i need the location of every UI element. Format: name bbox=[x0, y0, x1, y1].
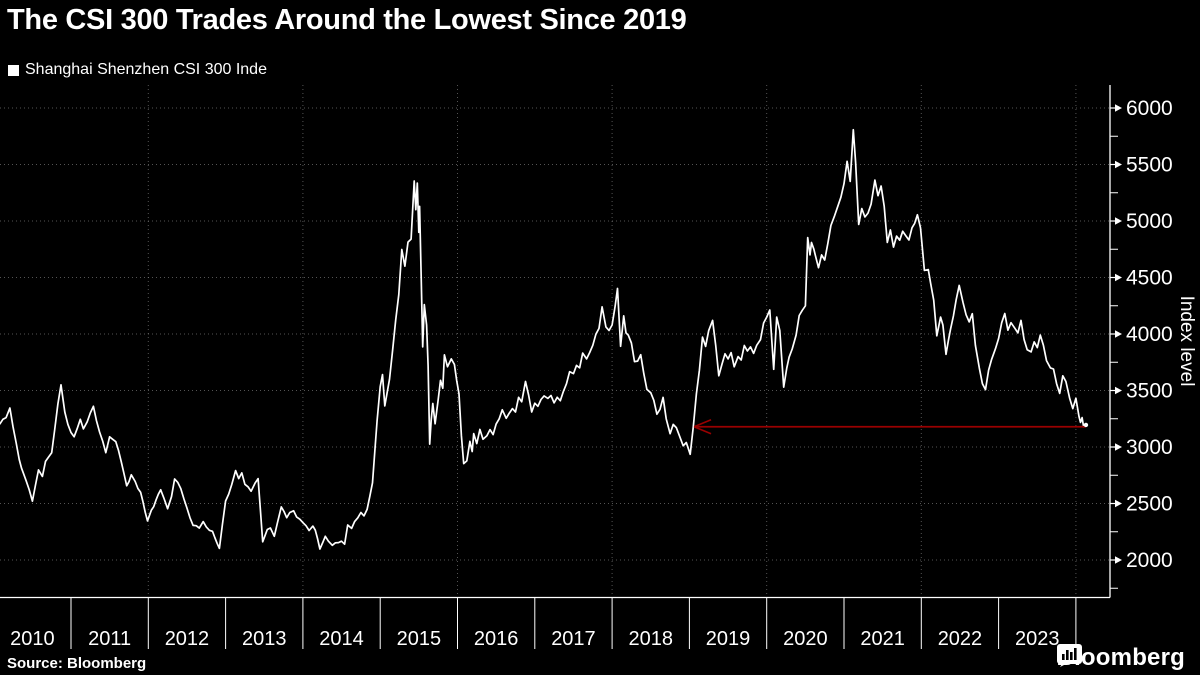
x-axis-year-label: 2010 bbox=[10, 628, 55, 650]
x-axis-year-label: 2011 bbox=[88, 628, 131, 650]
y-tick-arrow-icon bbox=[1115, 556, 1122, 564]
x-axis-year-label: 2013 bbox=[242, 628, 287, 650]
bloomberg-brand: Bloomberg bbox=[1056, 644, 1194, 672]
axes: 2010 2011 2012 2013 2014 2015 2016 2017 2018 2019… bbox=[0, 85, 1173, 650]
x-axis-year-label: 2022 bbox=[938, 628, 983, 650]
legend: Shanghai Shenzhen CSI 300 Inde bbox=[8, 61, 267, 79]
x-axis-year-label: 2020 bbox=[783, 628, 828, 650]
bloomberg-logo-icon bbox=[1056, 644, 1082, 667]
y-tick-arrow-icon bbox=[1115, 217, 1122, 225]
legend-swatch-icon bbox=[8, 64, 19, 76]
price-line-series bbox=[0, 128, 1087, 550]
x-axis-year-label: 2015 bbox=[397, 628, 442, 650]
x-axis-year-label: 2021 bbox=[860, 628, 905, 650]
y-axis-value-label: 2000 bbox=[1126, 549, 1173, 572]
gridlines bbox=[0, 85, 1110, 598]
source-credit: Source: Bloomberg bbox=[7, 655, 147, 672]
last-data-point bbox=[1083, 422, 1089, 428]
y-tick-arrow-icon bbox=[1115, 386, 1122, 395]
y-axis-value-label: 2500 bbox=[1126, 493, 1173, 516]
lowest-since-2019-arrow bbox=[693, 419, 1089, 435]
legend-series-label: Shanghai Shenzhen CSI 300 Inde bbox=[25, 61, 267, 78]
x-axis-year-label: 2018 bbox=[629, 628, 674, 650]
x-axis-year-label: 2012 bbox=[165, 628, 210, 650]
y-axis-value-label: 6000 bbox=[1126, 97, 1173, 120]
chart-title: The CSI 300 Trades Around the Lowest Sin… bbox=[7, 4, 687, 36]
y-axis-title-text: Index level bbox=[1176, 296, 1197, 387]
y-axis-title: Index level bbox=[1176, 296, 1197, 387]
y-axis-value-label: 4000 bbox=[1126, 323, 1173, 346]
y-axis-value-label: 5000 bbox=[1126, 210, 1173, 233]
y-axis-value-label: 3500 bbox=[1126, 380, 1173, 403]
y-tick-arrow-icon bbox=[1115, 330, 1122, 338]
x-axis-year-label: 2017 bbox=[551, 628, 596, 650]
y-tick-arrow-icon bbox=[1115, 273, 1122, 282]
x-axis-year-label: 2023 bbox=[1015, 628, 1060, 650]
arrow-head-icon bbox=[693, 419, 712, 435]
csi300-price-line bbox=[0, 128, 1087, 550]
x-axis-year-label: 2019 bbox=[706, 628, 751, 650]
y-tick-arrow-icon bbox=[1115, 499, 1122, 508]
y-axis-value-label: 3000 bbox=[1126, 436, 1173, 459]
x-axis-year-label: 2016 bbox=[474, 628, 519, 650]
x-axis-year-label: 2014 bbox=[319, 628, 364, 650]
y-tick-arrow-icon bbox=[1115, 160, 1122, 169]
y-tick-arrow-icon bbox=[1115, 104, 1122, 112]
y-axis-value-label: 4500 bbox=[1126, 267, 1173, 290]
y-axis-value-label: 5500 bbox=[1126, 154, 1173, 177]
y-tick-arrow-icon bbox=[1115, 443, 1122, 451]
